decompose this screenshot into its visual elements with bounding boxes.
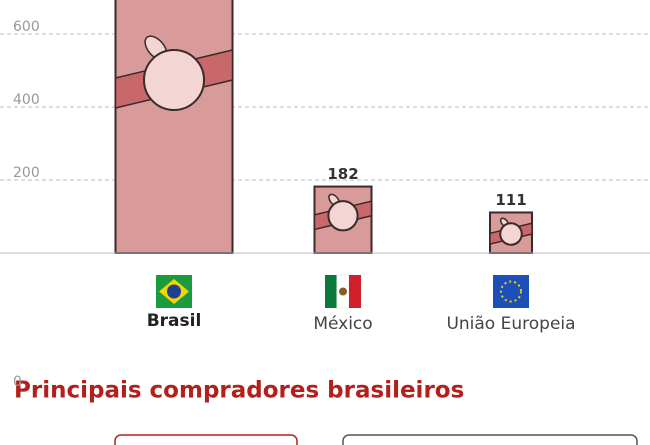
tab-button[interactable] xyxy=(114,434,298,445)
flag-eu xyxy=(493,275,529,308)
x-tick-label: México xyxy=(313,314,372,334)
y-tick-label: 0 xyxy=(13,374,22,390)
bars xyxy=(114,0,533,254)
y-tick-label: 400 xyxy=(13,92,40,108)
apple xyxy=(499,222,523,246)
apple xyxy=(327,200,359,232)
grid xyxy=(0,33,650,181)
y-tick-label: 200 xyxy=(13,165,40,181)
x-tick-label: Brasil xyxy=(147,311,202,331)
y-tick-label: 600 xyxy=(13,19,40,35)
chart-title: Principais compradores brasileiros xyxy=(14,378,464,404)
x-tick-label: União Europeia xyxy=(446,314,575,334)
flag-brasil xyxy=(156,275,192,308)
apple-icon xyxy=(114,35,234,111)
tab-button[interactable] xyxy=(342,434,638,445)
bar xyxy=(114,0,234,254)
flag-mexico xyxy=(325,274,361,309)
apple-icon xyxy=(313,193,373,232)
value-label: 111 xyxy=(495,191,526,209)
value-label: 182 xyxy=(327,165,358,183)
apple xyxy=(143,49,205,111)
apple-icon xyxy=(489,217,533,246)
